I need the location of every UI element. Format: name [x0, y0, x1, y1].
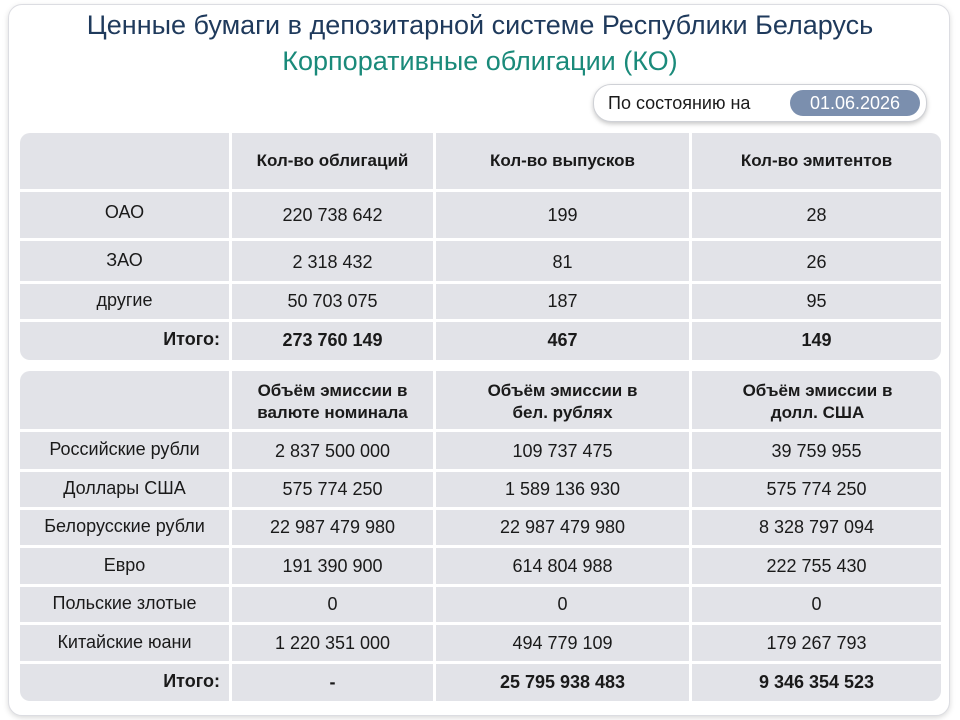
row-label: ОАО	[104, 201, 145, 222]
table-cell: 50 703 075	[287, 291, 378, 311]
table-cell: 8 328 797 094	[758, 517, 875, 537]
table-cell: 109 737 475	[512, 441, 613, 461]
table-cell: 199	[547, 204, 578, 225]
issuer-type-table: Кол-во облигаций Кол-во выпусков Кол-во …	[20, 133, 941, 360]
table-cell: 22 987 479 980	[269, 517, 396, 537]
total-label: Итого:	[163, 670, 220, 691]
total-cell: 149	[801, 329, 832, 350]
page-title: Ценные бумаги в депозитарной системе Рес…	[86, 10, 874, 40]
table-cell: 2 837 500 000	[274, 441, 391, 461]
table-cell: 0	[811, 594, 822, 614]
column-header-issuer-count: Кол-во эмитентов	[740, 151, 893, 170]
row-label: ЗАО	[106, 249, 143, 270]
table-cell: 220 738 642	[282, 204, 383, 225]
table-cell: 0	[557, 594, 568, 614]
table-cell: 81	[552, 251, 573, 272]
row-label: Евро	[103, 554, 146, 575]
total-cell: 9 346 354 523	[758, 671, 875, 692]
table-cell: 494 779 109	[512, 632, 613, 653]
column-header-bond-count: Кол-во облигаций	[256, 151, 409, 170]
page-subtitle: Корпоративные облигации (КО)	[282, 46, 678, 76]
as-of-date: 01.06.2026	[790, 90, 920, 116]
row-label: Белорусские рубли	[44, 516, 205, 536]
table-cell: 1 220 351 000	[274, 632, 391, 653]
column-header-volume-usd: Объём эмиссии в долл. США	[742, 381, 893, 422]
table-cell: 575 774 250	[766, 479, 867, 499]
total-cell: 25 795 938 483	[499, 671, 626, 692]
table-cell: 39 759 955	[771, 441, 862, 461]
table-cell: 179 267 793	[766, 632, 867, 653]
column-header-volume-nominal: Объём эмиссии в валюте номинала	[257, 381, 408, 422]
table-cell: 95	[806, 291, 827, 311]
table-cell: 614 804 988	[512, 555, 613, 576]
as-of-label: По состоянию на	[608, 93, 751, 113]
as-of-badge: По состоянию на 01.06.2026	[593, 84, 927, 122]
total-cell: 273 760 149	[282, 329, 383, 350]
total-cell: -	[329, 671, 336, 692]
table-cell: 22 987 479 980	[499, 517, 626, 537]
table-cell: 575 774 250	[282, 479, 383, 499]
total-cell: 467	[547, 329, 578, 350]
currency-volume-table: Объём эмиссии в валюте номинала Объём эм…	[20, 371, 941, 701]
table-cell: 0	[327, 594, 338, 614]
table-cell: 26	[806, 251, 827, 272]
column-header-volume-byn: Объём эмиссии в бел. рублях	[487, 381, 638, 422]
table-cell: 2 318 432	[292, 251, 373, 272]
row-label: Доллары США	[63, 478, 186, 498]
table-cell: 187	[547, 291, 578, 311]
table-cell: 28	[806, 204, 827, 225]
table-cell: 222 755 430	[766, 555, 867, 576]
row-label: Польские злотые	[52, 593, 197, 613]
row-label: другие	[96, 289, 153, 310]
total-label: Итого:	[163, 328, 220, 349]
column-header-issue-count: Кол-во выпусков	[490, 151, 635, 170]
table-cell: 191 390 900	[282, 555, 383, 576]
row-label: Китайские юани	[57, 631, 192, 652]
row-label: Российские рубли	[49, 438, 200, 459]
table-cell: 1 589 136 930	[504, 479, 621, 499]
